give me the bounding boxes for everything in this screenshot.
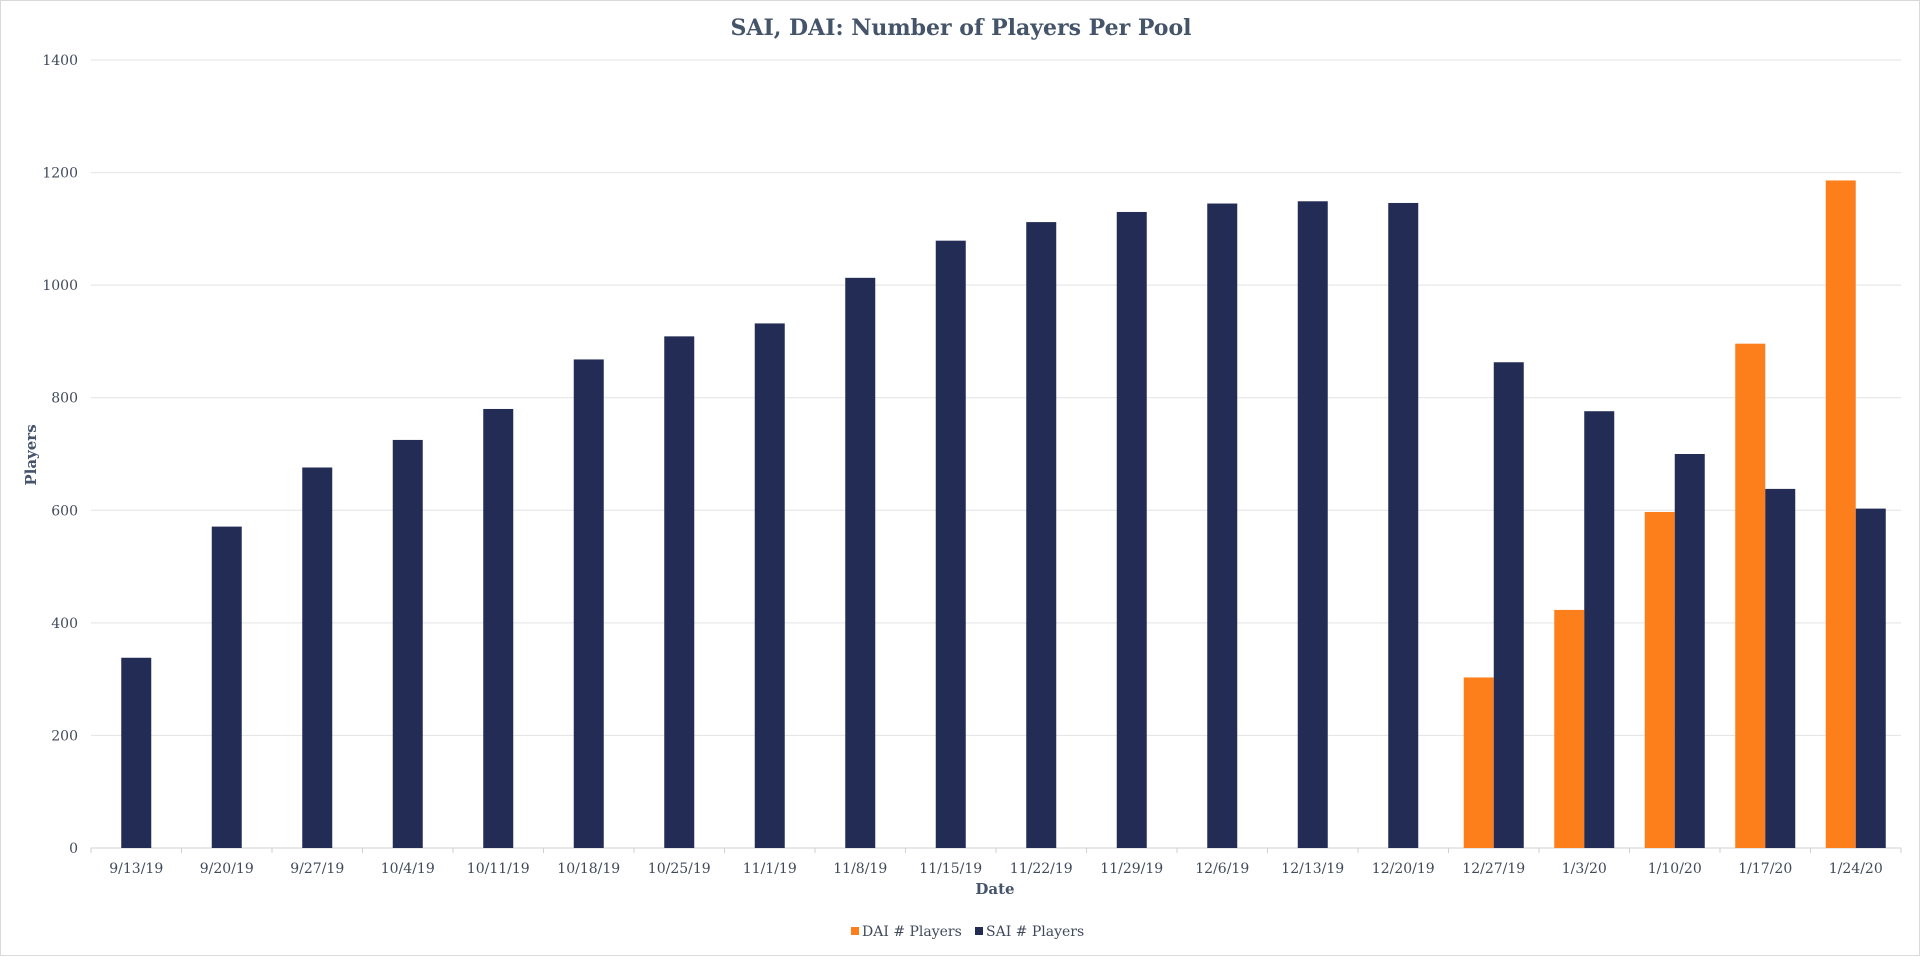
x-tick-label: 11/8/19 (833, 861, 887, 877)
y-tick-label: 0 (69, 841, 78, 857)
bar-sai (211, 526, 242, 848)
bar-dai (1463, 677, 1494, 848)
x-tick-label: 1/10/20 (1648, 861, 1702, 877)
y-tick-label: 600 (51, 503, 78, 519)
bar-sai (935, 240, 966, 849)
x-tick-label: 12/20/19 (1372, 861, 1435, 877)
legend-swatch-dai (851, 927, 859, 935)
bar-dai (1825, 180, 1856, 849)
y-tick-label: 1000 (42, 278, 78, 294)
x-axis-title: Date (975, 880, 1014, 898)
bar-sai (1674, 454, 1705, 848)
bar-sai (1026, 222, 1057, 849)
x-tick-label: 1/24/20 (1829, 861, 1883, 877)
x-tick-label: 9/13/19 (109, 861, 163, 877)
bar-sai (664, 336, 695, 848)
x-tick-label: 10/25/19 (648, 861, 711, 877)
bar-sai (754, 323, 785, 849)
legend-label-sai: SAI # Players (986, 924, 1084, 940)
bar-sai (121, 657, 152, 848)
legend-swatch-sai (975, 927, 983, 935)
bars (121, 180, 1886, 849)
bar-sai (1765, 488, 1796, 848)
x-tick-label: 12/13/19 (1281, 861, 1344, 877)
x-tick-label: 10/11/19 (467, 861, 530, 877)
x-tick-label: 1/3/20 (1562, 861, 1607, 877)
x-tick-label: 12/6/19 (1195, 861, 1249, 877)
bar-sai (573, 359, 604, 848)
bar-dai (1644, 511, 1675, 848)
x-tick-label: 10/18/19 (557, 861, 620, 877)
bar-dai (1554, 609, 1585, 848)
x-tick-label: 9/20/19 (200, 861, 254, 877)
y-tick-label: 1400 (42, 53, 78, 69)
bar-sai (1493, 362, 1524, 848)
bar-sai (392, 439, 423, 848)
bar-sai (1388, 202, 1419, 849)
y-tick-label: 800 (51, 391, 78, 407)
bar-sai (1855, 508, 1886, 848)
x-tick-label: 9/27/19 (290, 861, 344, 877)
bar-sai (1207, 203, 1238, 848)
bar-sai (302, 467, 333, 848)
bar-sai (1116, 211, 1147, 848)
x-tick-label: 11/29/19 (1100, 861, 1163, 877)
x-tick-label: 11/1/19 (743, 861, 797, 877)
legend: DAI # Players SAI # Players (851, 924, 1084, 940)
bar-sai (845, 277, 876, 849)
y-axis-title: Players (22, 424, 40, 485)
y-tick-label: 400 (51, 616, 78, 632)
bar-sai (483, 408, 514, 848)
gridlines (91, 59, 1901, 736)
x-axis-ticks: 9/13/19 9/20/19 9/27/19 10/4/19 10/11/19 10/1… (109, 861, 1882, 877)
x-tick-label: 10/4/19 (381, 861, 435, 877)
x-tick-label: 11/22/19 (1010, 861, 1073, 877)
bar-sai (1584, 411, 1615, 848)
y-tick-label: 1200 (42, 166, 78, 182)
chart-title: SAI, DAI: Number of Players Per Pool (730, 15, 1191, 41)
y-tick-label: 200 (51, 728, 78, 744)
y-axis-ticks: 0 200 400 600 800 1000 1200 1400 (42, 53, 78, 857)
bar-dai (1735, 343, 1766, 848)
x-tick-label: 11/15/19 (919, 861, 982, 877)
x-tick-label: 12/27/19 (1462, 861, 1525, 877)
legend-label-dai: DAI # Players (862, 924, 962, 940)
bar-sai (1297, 201, 1328, 848)
x-axis (90, 847, 1902, 853)
x-tick-label: 1/17/20 (1738, 861, 1792, 877)
